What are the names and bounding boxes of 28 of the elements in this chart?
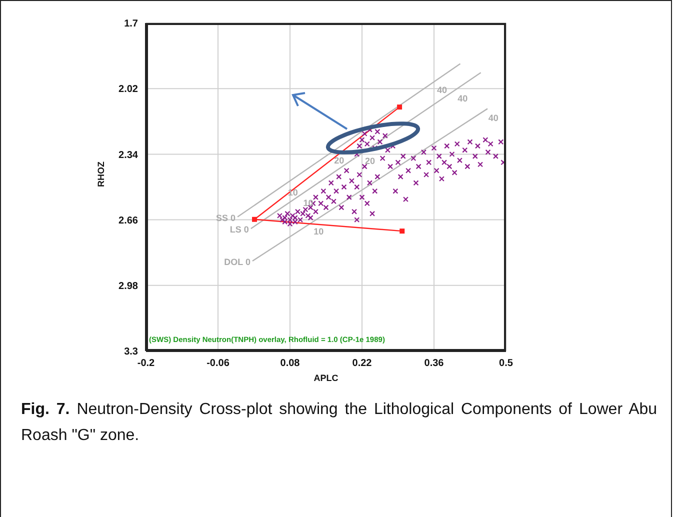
annotation: LS 0: [230, 224, 249, 235]
x-tick-label: -0.06: [206, 358, 230, 370]
annotation: 40: [488, 112, 498, 123]
x-tick-label: 0.22: [352, 358, 372, 370]
point: [397, 104, 402, 110]
annotation: 20: [334, 156, 344, 166]
y-tick-label: 2.66: [118, 215, 138, 226]
annotation: DOL 0: [224, 257, 250, 268]
annotation: 40: [437, 84, 448, 95]
y-tick-label: 1.7: [124, 18, 138, 30]
x-axis-title: APLC: [314, 373, 339, 383]
y-tick-label: 3.3: [124, 346, 138, 358]
point: [400, 228, 405, 234]
annotation: 10: [288, 187, 298, 198]
x-tick-label: 0.08: [280, 358, 300, 370]
y-tick-label: 2.02: [118, 84, 138, 96]
annotation: 10: [314, 226, 324, 236]
y-tick-label: 2.34: [118, 150, 138, 161]
text: Fig. 7. Neutron-Density Cross-plot showing the Lithological Components of Lower Abu Roash "G" zone.: [21, 401, 658, 444]
annotation: 20: [365, 156, 376, 166]
x-tick-label: 0.36: [424, 358, 444, 370]
x-tick-label: -0.2: [137, 358, 156, 370]
point: [252, 216, 258, 222]
annotation: 40: [458, 93, 468, 104]
annotation: SS 0: [216, 212, 236, 223]
y-tick-label: 2.98: [118, 280, 138, 292]
x-tick-label: 0.5: [499, 358, 514, 370]
y-axis-title: RHOZ: [96, 161, 106, 187]
